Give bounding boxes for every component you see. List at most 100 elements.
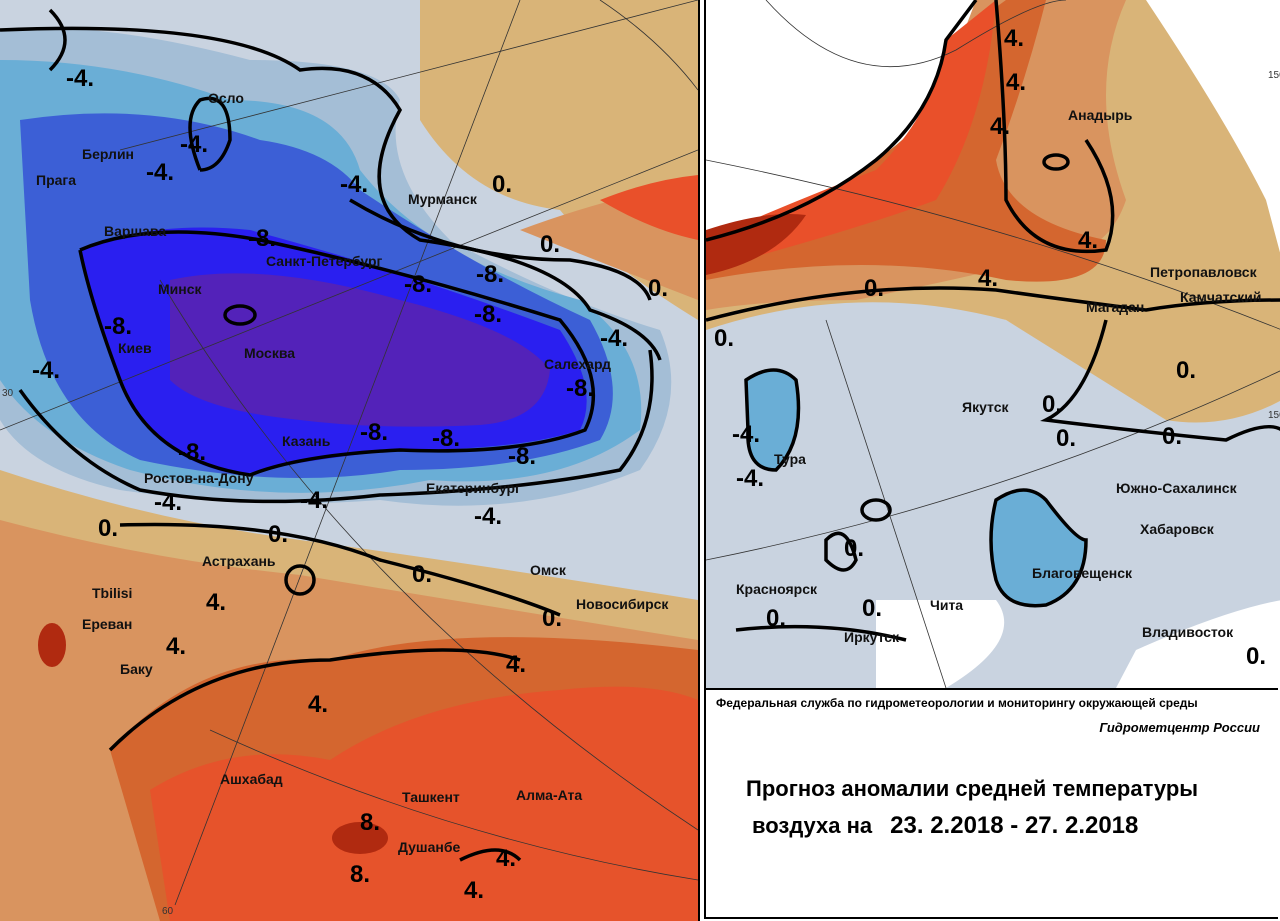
city-label: Якутск [962,399,1009,415]
contour-label: 0. [1176,357,1196,384]
contour-label: 4. [464,877,484,904]
center-name: Гидрометцентр России [1099,720,1260,735]
city-label: Новосибирск [576,596,669,612]
contour-label: -4. [154,489,182,516]
contour-label: 0. [862,595,882,622]
contour-label: 0. [98,515,118,542]
contour-label: 0. [542,605,562,632]
city-label: Баку [120,661,153,677]
contour-label: 4. [1078,227,1098,254]
contour-label: -4. [474,503,502,530]
axis-label: 150 [1268,410,1280,421]
city-label: Мурманск [408,191,478,207]
city-label: Ростов-на-Дону [144,470,254,486]
contour-label: 0. [540,231,560,258]
contour-label: 0. [864,275,884,302]
contour-label: -4. [736,465,764,492]
city-label: Киев [118,340,152,356]
contour-label: 0. [766,605,786,632]
contour-label: -8. [248,225,276,252]
contour-label: -8. [474,301,502,328]
contour-label: 0. [714,325,734,352]
city-label: Красноярск [736,581,818,597]
city-label: Камчатский [1180,289,1261,305]
right-anomaly-map: 150 150 Анадырь Петропавловск Камчатский… [706,0,1280,688]
contour-label: 4. [990,113,1010,140]
contour-label: -8. [404,271,432,298]
city-label: Минск [158,281,203,297]
city-label: Чита [930,597,963,613]
contour-label: 0. [492,171,512,198]
contour-label: -4. [146,159,174,186]
city-label: Тура [774,451,806,467]
title-prefix: воздуха на [752,813,873,838]
city-labels: Анадырь Петропавловск Камчатский Магадан… [736,107,1261,645]
map-title-line2: воздуха на 23. 2.2018 - 27. 2.2018 [752,812,1138,840]
contour-label: -8. [432,425,460,452]
contour-label: -4. [600,325,628,352]
contour-label: -8. [104,313,132,340]
city-label: Южно-Сахалинск [1116,480,1238,496]
city-label: Владивосток [1142,624,1234,640]
city-label: Ереван [82,616,132,632]
axis-label: 30 [2,388,14,399]
city-label: Казань [282,433,331,449]
left-map-panel: 30 60 Осло Берлин Прага Варшава Санкт-Пе… [0,0,700,921]
contour-label: 0. [1056,425,1076,452]
contour-label: 4. [506,651,526,678]
contour-label: 0. [1162,423,1182,450]
left-anomaly-map: 30 60 Осло Берлин Прага Варшава Санкт-Пе… [0,0,698,921]
city-label: Москва [244,345,295,361]
axis-label: 150 [1268,70,1280,81]
contour-label: -8. [508,443,536,470]
contour-label: 8. [360,809,380,836]
map-title: Прогноз аномалии средней температуры [746,776,1199,801]
city-label: Tbilisi [92,585,132,601]
contour-label: -4. [732,421,760,448]
city-label: Ташкент [402,789,460,805]
city-label: Екатеринбург [426,480,521,496]
contour-label: -8. [178,439,206,466]
city-label: Алма-Ата [516,787,582,803]
city-label: Иркутск [844,629,900,645]
city-label: Благовещенск [1032,565,1133,581]
contour-label: -4. [32,357,60,384]
contour-label: -8. [476,261,504,288]
contour-label: 0. [1042,391,1062,418]
forecast-date-range: 23. 2.2018 - 27. 2.2018 [890,812,1139,839]
agency-name: Федеральная служба по гидрометеорологии … [716,696,1198,710]
contour-label: -4. [340,171,368,198]
city-label: Осло [208,90,244,106]
axis-label: 60 [162,906,174,917]
contour-label: 0. [648,275,668,302]
contour-labels: -4. -4. -4. -4. 0. -8. -8. -8. -8. 0. 0.… [32,65,668,904]
contour-label: 0. [844,535,864,562]
city-label: Хабаровск [1140,521,1215,537]
contour-label: 8. [350,861,370,888]
contour-label: -8. [566,375,594,402]
contour-label: -4. [66,65,94,92]
city-label: Анадырь [1068,107,1133,123]
contour-label: 0. [268,521,288,548]
contour-label: 4. [496,845,516,872]
map-info-box: Федеральная служба по гидрометеорологии … [704,688,1278,919]
city-label: Душанбе [398,839,460,855]
city-label: Салехард [544,356,611,372]
city-labels: Осло Берлин Прага Варшава Санкт-Петербур… [36,90,669,855]
city-label: Ашхабад [220,771,283,787]
city-label: Магадан [1086,299,1144,315]
city-label: Астрахань [202,553,276,569]
contour-label: 0. [412,561,432,588]
contour-label: 0. [1246,643,1266,670]
contour-labels: 4. 4. 4. 4. 4. 0. 0. 0. 0. 0. 0. 0. -4. … [714,25,1266,670]
city-label: Санкт-Петербург [266,253,383,269]
city-label: Варшава [104,223,166,239]
contour-label: 4. [166,633,186,660]
contour-label: 4. [1004,25,1024,52]
right-map-panel: 150 150 Анадырь Петропавловск Камчатский… [704,0,1280,688]
city-label: Берлин [82,146,134,162]
city-label: Петропавловск [1150,264,1258,280]
contour-label: -8. [360,419,388,446]
contour-label: 4. [308,691,328,718]
contour-label: -4. [300,487,328,514]
